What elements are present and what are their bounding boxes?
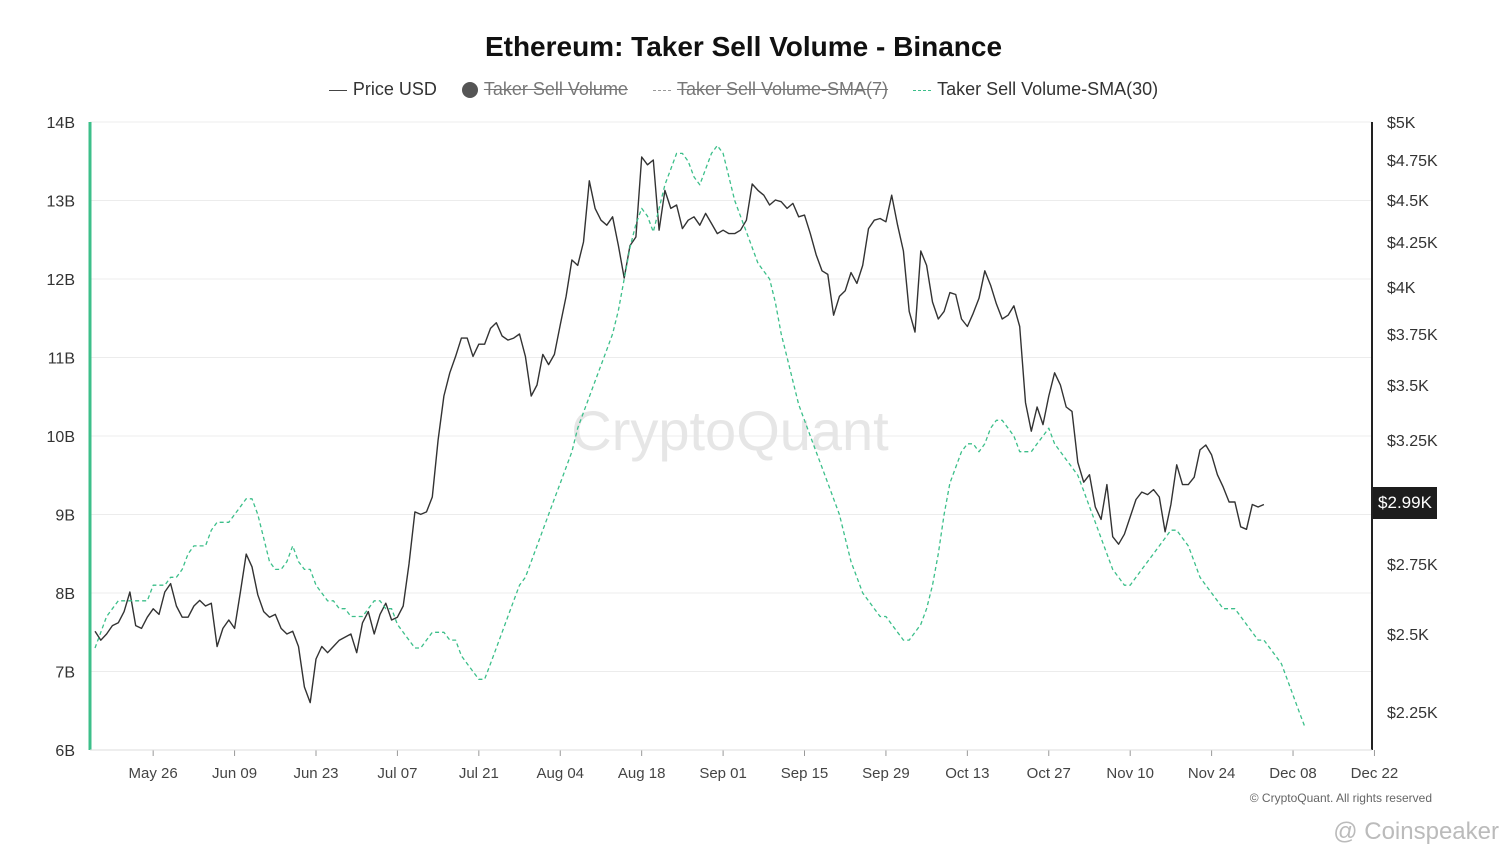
legend-label-sma7: Taker Sell Volume-SMA(7) <box>676 78 889 99</box>
current-price-badge: $2.99K <box>1373 487 1437 519</box>
price-usd-line <box>94 156 1265 704</box>
x-axis-tick-label: Jun 23 <box>293 765 338 782</box>
left-axis-tick-label: 12B <box>47 272 75 289</box>
taker-sell-volume-sma30-line <box>94 144 1306 727</box>
x-axis-tick-label: Sep 01 <box>699 765 747 782</box>
legend-item-sma7[interactable]: Taker Sell Volume-SMA(7) <box>652 78 889 100</box>
x-axis-tick-label: Jul 07 <box>377 765 417 782</box>
legend-item-sma30[interactable]: Taker Sell Volume-SMA(30) <box>913 79 1158 100</box>
x-axis-tick-label: Dec 08 <box>1269 765 1317 782</box>
coinspeaker-watermark: @ Coinspeaker <box>1333 818 1499 845</box>
left-axis-tick-label: 14B <box>47 115 75 132</box>
right-axis-tick-label: $2.75K <box>1387 557 1438 574</box>
left-axis-tick-label: 11B <box>48 351 75 368</box>
right-axis-tick-label: $3.25K <box>1387 433 1438 450</box>
x-axis-tick-label: Sep 29 <box>862 765 910 782</box>
right-axis-tick-label: $4.25K <box>1387 235 1438 252</box>
x-axis-tick-label: Oct 27 <box>1027 765 1071 782</box>
left-axis-tick-label: 10B <box>47 429 75 446</box>
x-axis-tick-label: Aug 04 <box>536 765 584 782</box>
x-axis-tick-label: Aug 18 <box>618 765 666 782</box>
x-axis-tick-label: Nov 24 <box>1188 765 1236 782</box>
x-axis-tick-label: Nov 10 <box>1106 765 1154 782</box>
right-axis-tick-label: $2.5K <box>1387 627 1429 644</box>
chart-title: Ethereum: Taker Sell Volume - Binance <box>484 31 1003 62</box>
legend-label-sma30: Taker Sell Volume-SMA(30) <box>937 78 1159 99</box>
x-axis-tick-label: May 26 <box>129 765 178 782</box>
right-axis-tick-label: $2.25K <box>1387 705 1438 722</box>
right-axis-tick-label: $5K <box>1387 115 1416 132</box>
left-axis-tick-label: 9B <box>55 508 75 525</box>
legend-label-volume: Taker Sell Volume <box>483 78 628 99</box>
cryptoquant-watermark: CryptoQuant <box>571 399 889 462</box>
x-axis-tick-label: Sep 15 <box>781 765 829 782</box>
left-axis-tick-label: 8B <box>55 586 75 603</box>
right-axis-tick-label: $4.5K <box>1387 193 1429 210</box>
right-axis-tick-label: $3.75K <box>1387 327 1438 344</box>
legend-item-price[interactable]: Price USD <box>328 78 437 100</box>
right-axis-tick-label: $3.5K <box>1387 378 1429 395</box>
legend-item-taker-sell-volume[interactable]: Taker Sell Volume <box>461 78 628 100</box>
x-axis-tick-label: Jun 09 <box>212 765 257 782</box>
legend-swatch-volume <box>461 82 478 98</box>
legend-label-price: Price USD <box>352 78 437 99</box>
legend-swatch-sma30 <box>913 89 932 91</box>
left-axis-tick-label: 6B <box>55 743 75 760</box>
left-axis-tick-label: 7B <box>55 665 75 682</box>
right-axis-tick-label: $4K <box>1387 280 1416 297</box>
legend-swatch-price <box>328 89 347 91</box>
left-axis-tick-label: 13B <box>47 194 75 211</box>
x-axis-tick-label: Oct 13 <box>945 765 989 782</box>
legend-swatch-sma7 <box>652 89 671 91</box>
legend: Price USD Taker Sell Volume Taker Sell V… <box>0 78 1487 100</box>
x-axis-tick-label: Dec 22 <box>1351 765 1399 782</box>
x-axis-tick-label: Jul 21 <box>459 765 499 782</box>
right-axis-tick-label: $4.75K <box>1387 153 1438 170</box>
copyright-text: © CryptoQuant. All rights reserved <box>1249 791 1432 805</box>
